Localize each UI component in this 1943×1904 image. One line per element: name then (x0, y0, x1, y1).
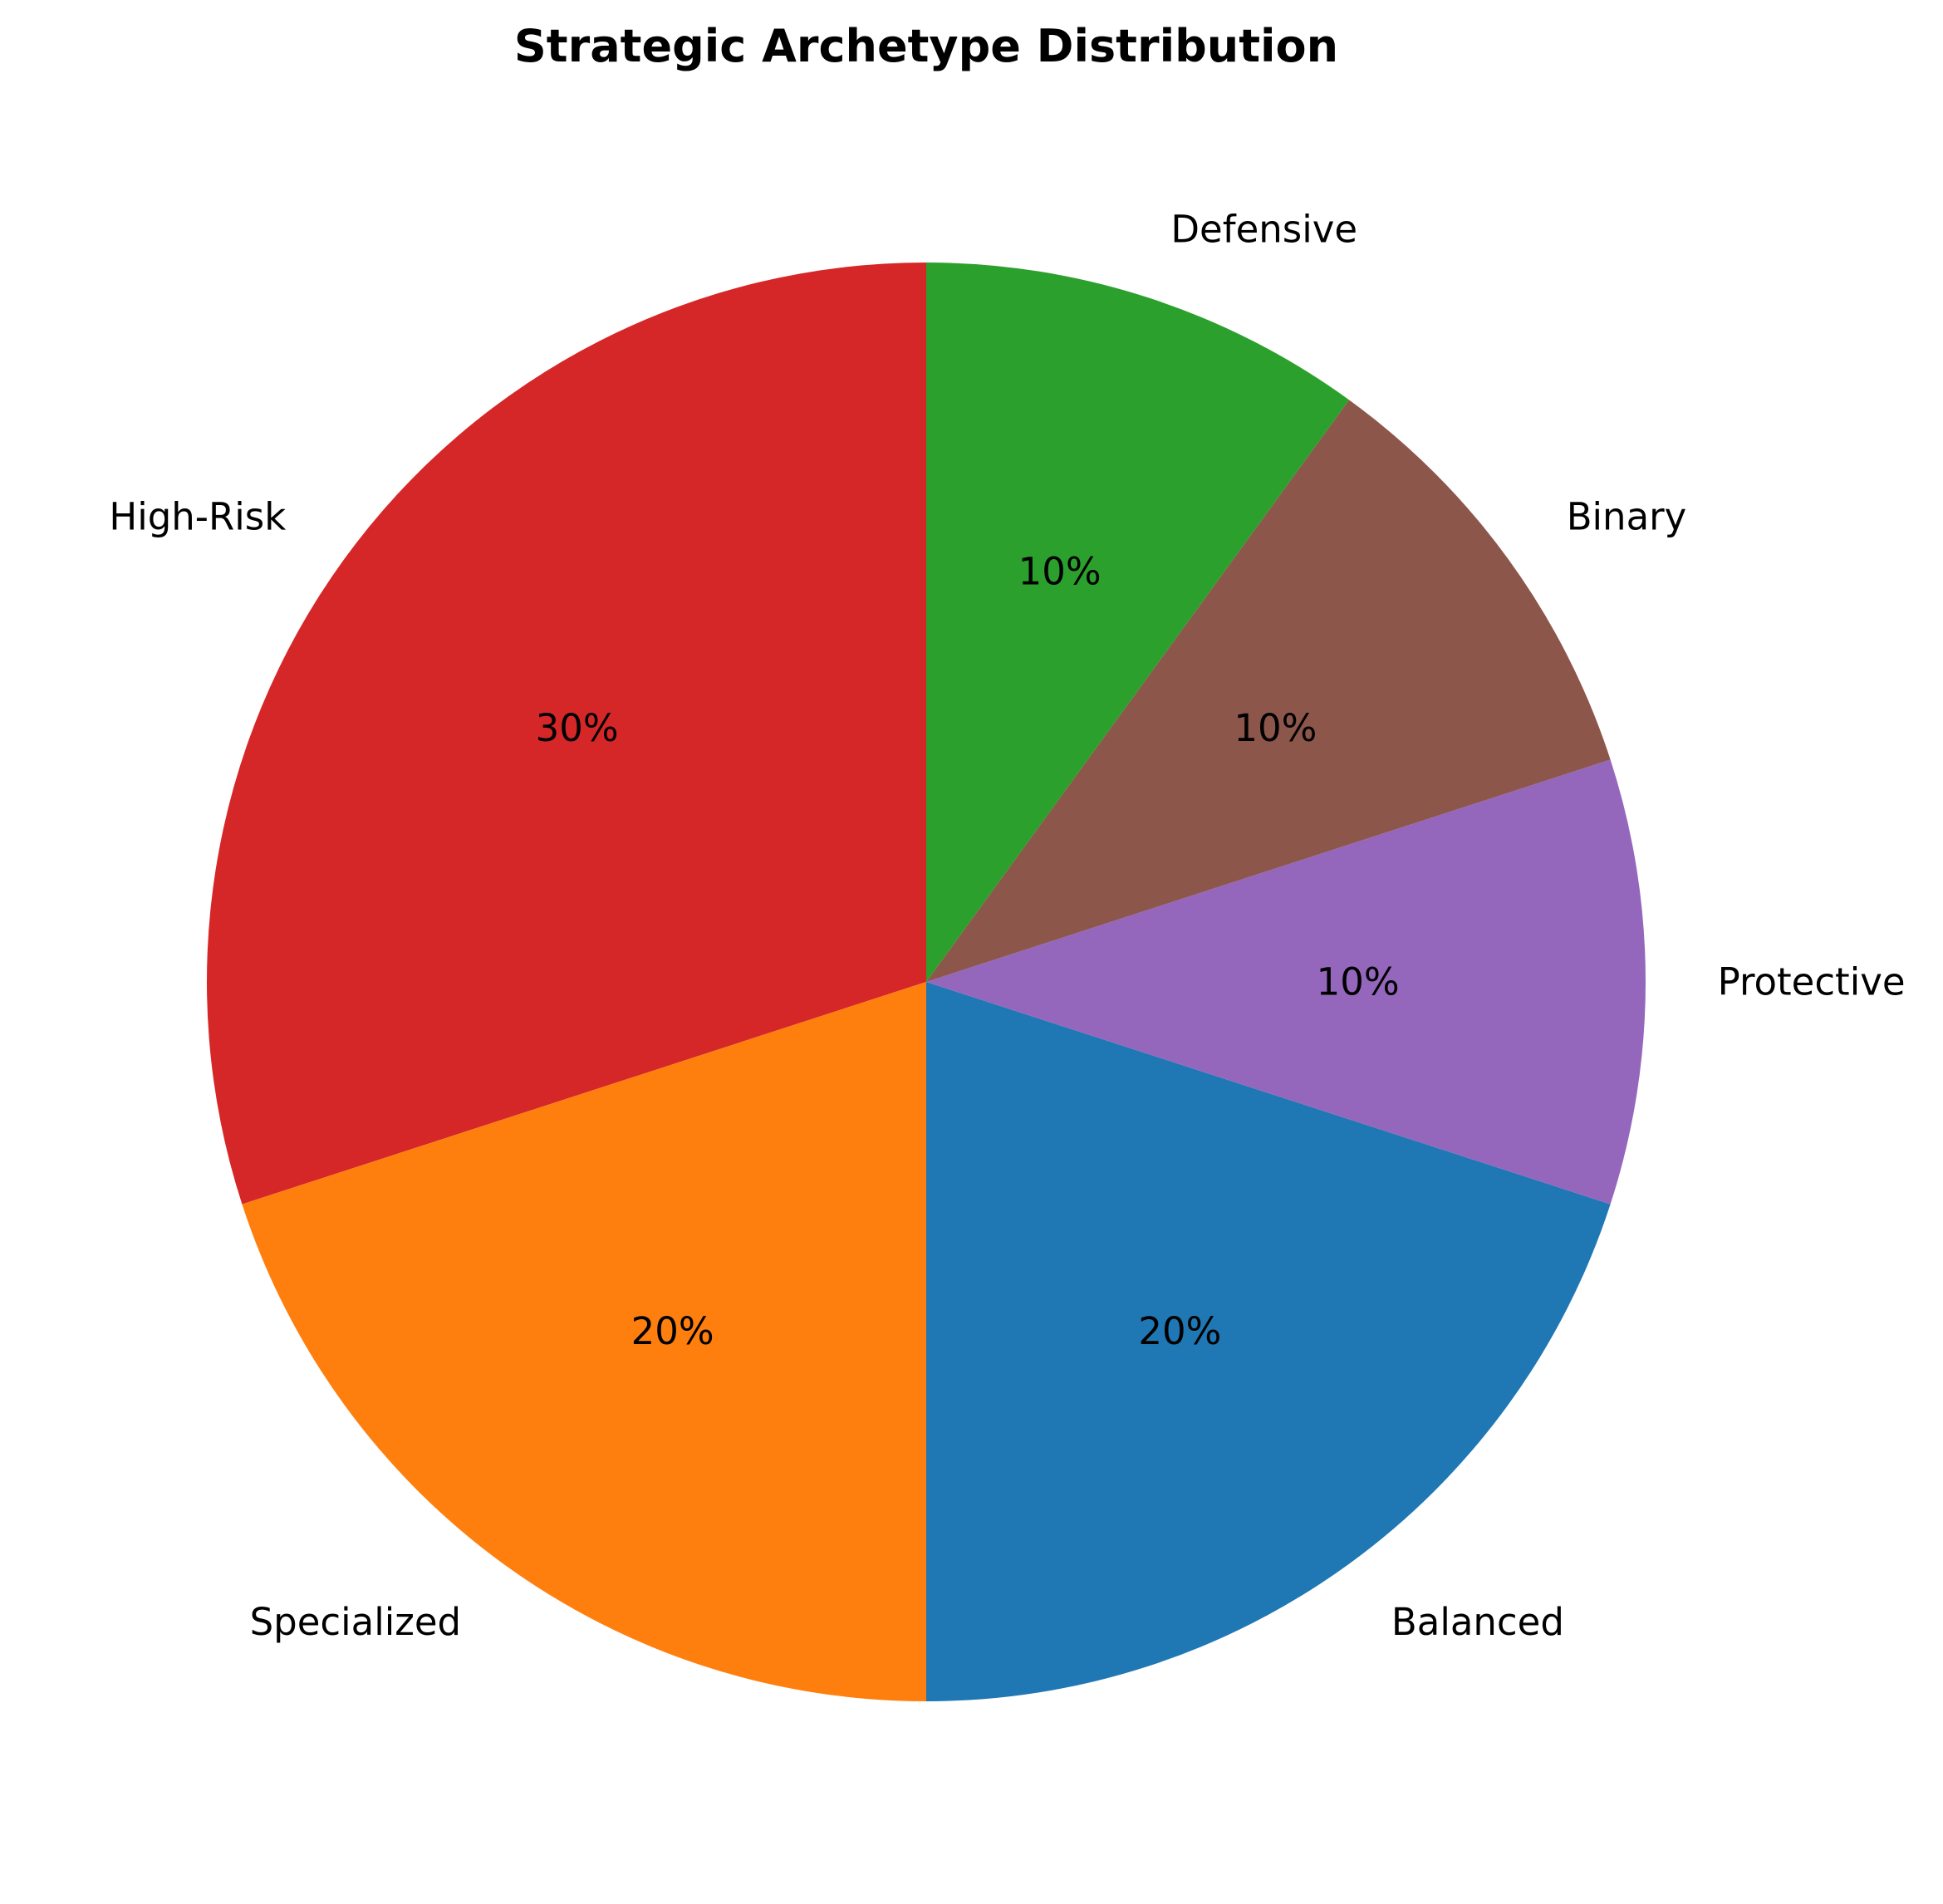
pie-slices (207, 263, 1646, 1701)
pie-percent-label: 10% (1018, 549, 1102, 593)
pie-slice-high-risk (207, 263, 927, 1205)
pie-category-label: High-Risk (109, 495, 286, 539)
pie-percent-label: 10% (1317, 960, 1400, 1004)
pie-category-label: Balanced (1391, 1600, 1564, 1644)
pie-category-label: Defensive (1170, 208, 1357, 252)
pie-category-label: Binary (1567, 495, 1687, 539)
pie-percent-label: 20% (631, 1309, 714, 1353)
pie-category-label: Specialized (250, 1600, 462, 1644)
pie-slice-binary (926, 400, 1611, 982)
pie-category-label: Protective (1718, 960, 1906, 1004)
pie-category-labels: Balanced Protective Binary Defensive High-Ri… (109, 208, 1905, 1645)
pie-percent-label: 30% (536, 706, 619, 750)
pie-slice-specialized (242, 982, 926, 1701)
chart-title: Strategic Archetype Distribution (514, 20, 1338, 72)
pie-slice-defensive (926, 263, 1350, 982)
pie-percent-label: 20% (1138, 1309, 1221, 1353)
pie-slice-balanced (926, 982, 1611, 1701)
pie-percent-labels: 20% 10% 10% 10% 30% 20% (536, 549, 1400, 1353)
pie-percent-label: 10% (1234, 706, 1317, 750)
pie-slice-protective (926, 759, 1646, 1205)
